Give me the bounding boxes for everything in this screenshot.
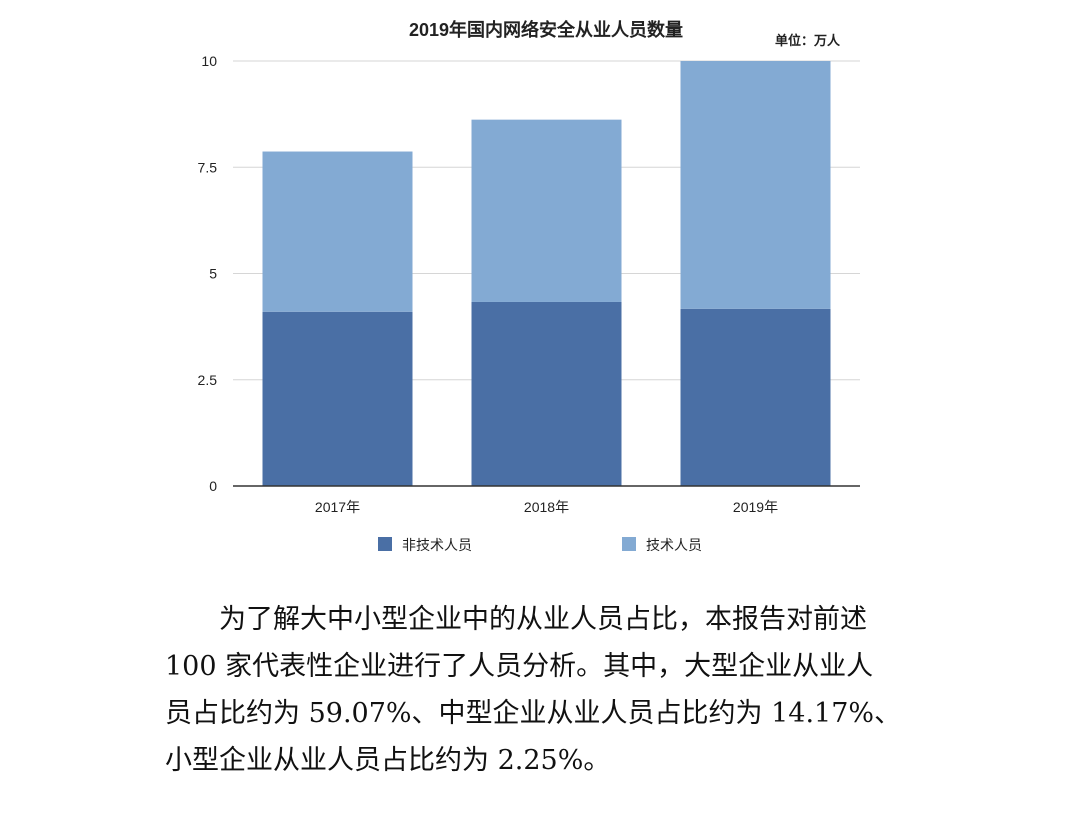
chart-title: 2019年国内网络安全从业人员数量: [409, 19, 683, 40]
paragraph-line: 为了解大中小型企业中的从业人员占比，本报告对前述: [219, 604, 867, 635]
bar-segment: [262, 311, 413, 486]
bar-segment: [471, 119, 622, 302]
bar-segment: [680, 61, 831, 309]
unit-label: 单位：万人: [775, 33, 841, 48]
legend-swatch: [378, 537, 392, 551]
y-tick-label: 5: [209, 266, 217, 282]
y-tick-label: 7.5: [198, 159, 218, 175]
paragraph-line: 100 家代表性企业进行了人员分析。其中，大型企业从业人: [165, 651, 874, 682]
x-tick-label: 2018年: [524, 499, 569, 515]
y-tick-label: 0: [209, 478, 217, 494]
legend-label: 非技术人员: [402, 537, 472, 553]
bar-segment: [471, 301, 622, 486]
x-tick-label: 2017年: [315, 499, 360, 515]
paragraph-line: 小型企业从业人员占比约为 2.25%。: [165, 745, 611, 776]
legend-swatch: [622, 537, 636, 551]
bar-segment: [680, 308, 831, 486]
legend: 非技术人员 技术人员: [378, 537, 702, 553]
body-paragraph: 为了解大中小型企业中的从业人员占比，本报告对前述 100 家代表性企业进行了人员…: [165, 596, 920, 784]
y-tick-label: 10: [201, 53, 217, 69]
legend-label: 技术人员: [646, 537, 702, 553]
stacked-bar-chart: 2019年国内网络安全从业人员数量 单位：万人 0 2.5 5 7.5 10 2017年…: [198, 19, 860, 553]
y-tick-label: 2.5: [198, 372, 218, 388]
y-axis-ticks: 0 2.5 5 7.5 10: [198, 53, 218, 494]
x-tick-label: 2019年: [733, 499, 778, 515]
x-axis-ticks: 2017年 2018年 2019年: [315, 499, 778, 515]
paragraph-line: 员占比约为 59.07%、中型企业从业人员占比约为 14.17%、: [165, 698, 902, 729]
bar-segment: [262, 151, 413, 312]
bars: [262, 61, 831, 486]
